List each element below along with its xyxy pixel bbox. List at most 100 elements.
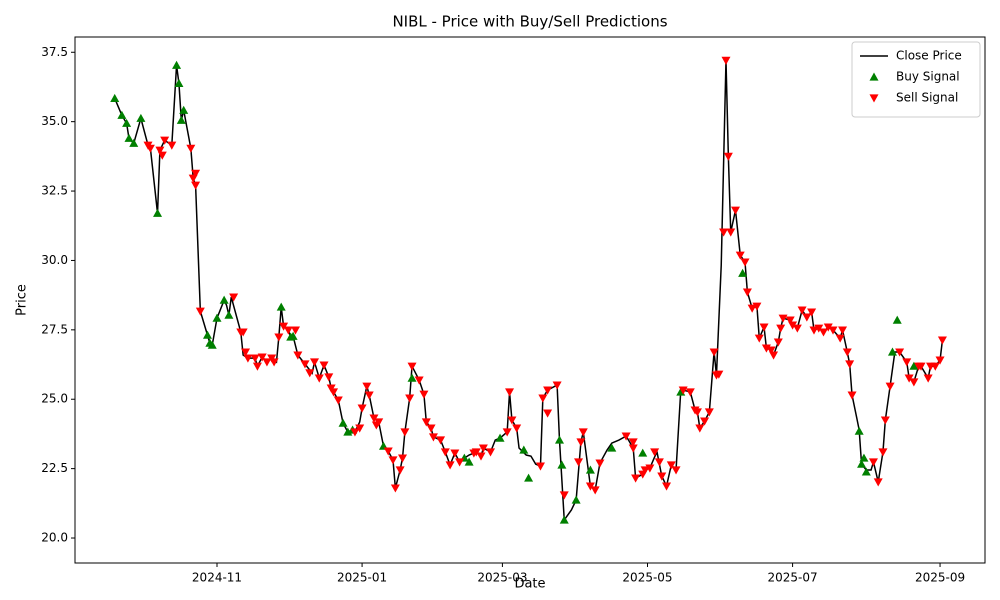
signal-marker — [224, 310, 234, 319]
signal-marker — [374, 418, 384, 427]
y-tick-label: 37.5 — [41, 45, 68, 59]
signal-marker — [662, 482, 672, 491]
signal-marker — [559, 491, 569, 500]
signal-marker — [854, 426, 864, 435]
signal-marker — [398, 454, 408, 463]
signal-marker — [554, 435, 564, 444]
signal-marker — [276, 302, 286, 311]
signal-marker — [590, 486, 600, 495]
signal-marker — [752, 302, 762, 311]
signal-marker — [136, 113, 146, 122]
signal-marker — [241, 348, 251, 357]
signal-marker — [388, 456, 398, 465]
signal-marker — [300, 360, 310, 369]
legend-box — [851, 41, 981, 118]
signal-marker — [191, 181, 201, 190]
signal-marker — [229, 293, 239, 302]
chart-title: NIBL - Price with Buy/Sell Predictions — [392, 13, 667, 31]
signal-marker — [238, 328, 248, 337]
signal-marker — [628, 438, 638, 447]
signal-marker — [512, 424, 522, 433]
signal-marker — [628, 444, 638, 453]
signal-marker — [585, 465, 595, 474]
legend-label: Close Price — [896, 49, 962, 63]
signal-marker — [892, 315, 902, 324]
signal-marker — [440, 448, 450, 457]
signal-marker — [357, 404, 367, 413]
signal-marker — [153, 208, 163, 217]
signal-marker — [809, 326, 819, 335]
signal-marker — [895, 348, 905, 357]
signal-marker — [638, 448, 648, 457]
signal-marker — [904, 374, 914, 383]
x-tick-label: 2025-01 — [337, 571, 387, 585]
signal-marker — [721, 56, 731, 65]
signal-marker — [350, 428, 360, 437]
signal-marker — [262, 358, 272, 367]
signal-marker — [426, 424, 436, 433]
y-tick-label: 32.5 — [41, 184, 68, 198]
y-tick-label: 35.0 — [41, 114, 68, 128]
legend-label: Sell Signal — [896, 91, 958, 105]
signal-marker — [819, 328, 829, 337]
signal-marker — [405, 394, 415, 403]
signal-marker — [419, 390, 429, 399]
signal-marker — [257, 353, 267, 362]
signal-marker — [219, 295, 229, 304]
signal-marker — [160, 136, 170, 145]
signal-marker — [478, 444, 488, 453]
y-tick-label: 20.0 — [41, 531, 68, 545]
signal-marker — [923, 374, 933, 383]
signal-marker — [559, 515, 569, 524]
signal-marker — [666, 461, 676, 470]
x-axis-label: Date — [514, 577, 545, 592]
signal-marker — [543, 386, 553, 395]
signal-marker — [274, 333, 284, 342]
signal-marker — [654, 458, 664, 467]
signal-marker — [719, 228, 729, 237]
signal-marker — [735, 251, 745, 260]
signal-marker — [650, 448, 660, 457]
signal-marker — [578, 428, 588, 437]
signal-marker — [288, 331, 298, 340]
signal-marker — [880, 416, 890, 425]
signal-marker — [873, 478, 883, 487]
signal-marker — [709, 348, 719, 357]
signal-marker — [293, 351, 303, 360]
signal-marker — [117, 110, 127, 119]
signal-marker — [695, 424, 705, 433]
signal-marker — [740, 258, 750, 267]
signal-marker — [305, 369, 315, 378]
signal-marker — [726, 228, 736, 237]
signal-marker — [714, 370, 724, 379]
signal-marker — [742, 288, 752, 297]
signal-marker — [407, 362, 417, 371]
signal-marker — [524, 473, 534, 482]
signal-marker — [400, 428, 410, 437]
signal-marker — [338, 418, 348, 427]
signal-marker — [122, 118, 132, 127]
signal-marker — [507, 416, 517, 425]
signal-marker — [792, 324, 802, 333]
signal-marker — [738, 268, 748, 277]
signal-marker — [157, 151, 167, 160]
signal-marker — [364, 391, 374, 400]
signal-marker — [574, 458, 584, 467]
signal-marker — [369, 414, 379, 423]
signal-marker — [407, 373, 417, 382]
signal-marker — [202, 330, 212, 339]
signal-marker — [179, 105, 189, 114]
signal-marker — [421, 418, 431, 427]
signal-marker — [290, 326, 300, 335]
signal-marker — [329, 388, 339, 397]
signal-marker — [909, 378, 919, 387]
legend-label: Buy Signal — [896, 70, 960, 84]
signal-marker — [885, 382, 895, 391]
signal-marker — [828, 326, 838, 335]
signal-marker — [937, 336, 947, 345]
signal-marker — [861, 467, 871, 476]
signal-marker — [552, 381, 562, 390]
signal-marker — [868, 458, 878, 467]
signal-marker — [428, 433, 438, 442]
signal-marker — [519, 445, 529, 454]
